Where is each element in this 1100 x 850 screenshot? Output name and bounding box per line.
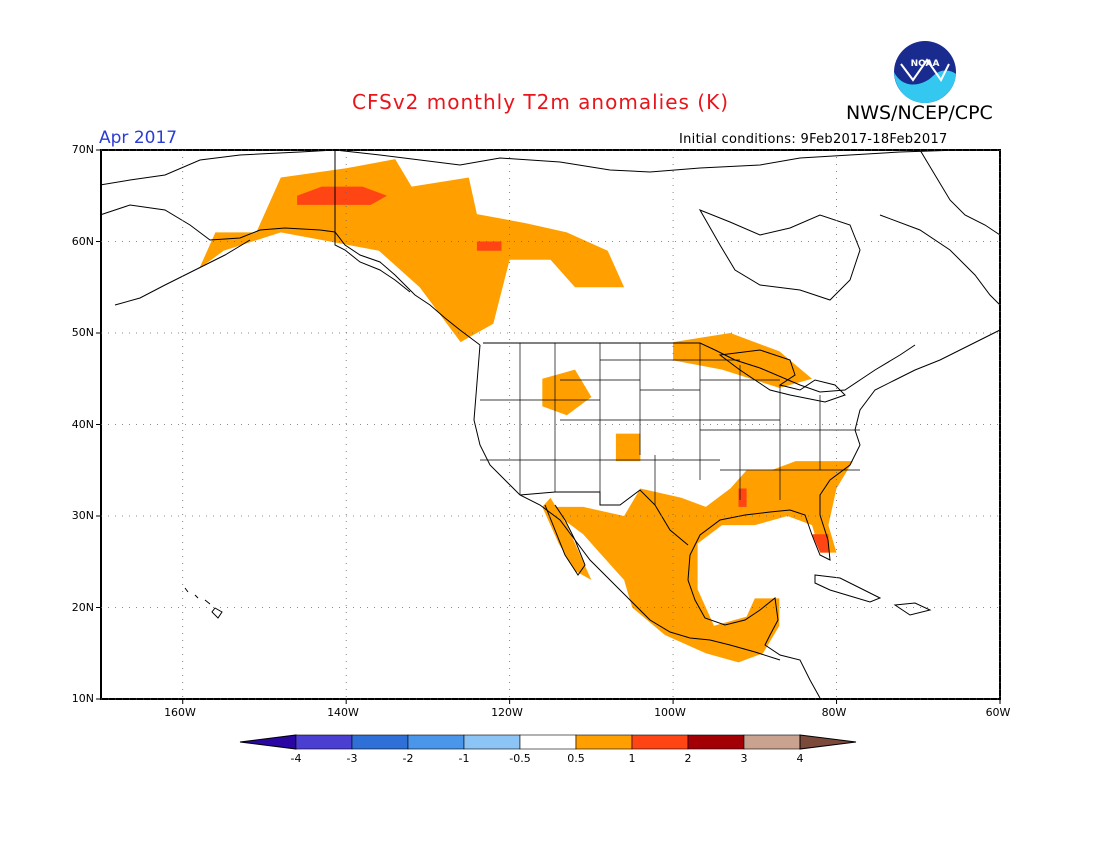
axis-ticks bbox=[96, 149, 1001, 704]
lat-label-60n: 60N bbox=[71, 235, 94, 248]
lon-label-120w: 120W bbox=[491, 706, 523, 719]
anomaly-region-5 bbox=[542, 497, 592, 580]
us-canada-border bbox=[483, 342, 916, 393]
arctic-coast bbox=[334, 149, 961, 173]
cuba bbox=[814, 574, 882, 603]
colorbar-swatch bbox=[687, 734, 745, 750]
anomaly-region-8 bbox=[812, 534, 829, 553]
alaska-canada-border bbox=[334, 150, 411, 293]
lat-label-40n: 40N bbox=[71, 418, 94, 431]
logo-text: NOAA bbox=[911, 59, 940, 69]
alaska-peninsula bbox=[114, 239, 251, 306]
alaska-coast bbox=[99, 204, 481, 346]
hawaii bbox=[184, 587, 223, 619]
colorbar-swatch bbox=[575, 734, 633, 750]
lat-label-10n: 10N bbox=[71, 692, 94, 705]
lon-label-140w: 140W bbox=[327, 706, 359, 719]
lon-label-60w: 60W bbox=[985, 706, 1011, 719]
lat-label-50n: 50N bbox=[71, 326, 94, 339]
colorbar-label: -3 bbox=[346, 752, 358, 765]
colorbar-label: 2 bbox=[684, 752, 692, 765]
greenland-coast bbox=[919, 149, 1001, 236]
map-title: CFSv2 monthly T2m anomalies (K) bbox=[352, 90, 729, 114]
us-mexico-border bbox=[519, 489, 689, 546]
colorbar-label: -2 bbox=[402, 752, 414, 765]
anomaly-region-2 bbox=[542, 369, 592, 416]
lat-label-30n: 30N bbox=[71, 509, 94, 522]
lon-label-80w: 80W bbox=[821, 706, 847, 719]
colorbar-swatch bbox=[351, 734, 409, 750]
lat-label-70n: 70N bbox=[71, 143, 94, 156]
colorbar-label: 4 bbox=[796, 752, 804, 765]
colorbar-label: 0.5 bbox=[567, 752, 585, 765]
colorbar-max-arrow bbox=[799, 734, 857, 750]
hispaniola bbox=[893, 602, 932, 616]
graticule bbox=[101, 149, 1001, 700]
anomaly-region-9 bbox=[738, 488, 747, 507]
lon-label-100w: 100W bbox=[654, 706, 686, 719]
east-coast bbox=[687, 329, 1001, 699]
agency-label: NWS/NCEP/CPC bbox=[846, 102, 993, 124]
lat-label-20n: 20N bbox=[71, 601, 94, 614]
colorbar-label: -1 bbox=[458, 752, 470, 765]
colorbar-label: -4 bbox=[290, 752, 302, 765]
anomaly-region-6 bbox=[297, 186, 387, 205]
colorbar-swatch bbox=[631, 734, 689, 750]
lon-label-160w: 160W bbox=[164, 706, 196, 719]
initial-conditions: Initial conditions: 9Feb2017-18Feb2017 bbox=[679, 132, 948, 147]
colorbar-swatch bbox=[519, 734, 577, 750]
forecast-month: Apr 2017 bbox=[99, 128, 178, 148]
colorbar-swatch bbox=[743, 734, 801, 750]
anomaly-region-3 bbox=[615, 433, 641, 462]
colorbar-swatch bbox=[463, 734, 521, 750]
colorbar-label: -0.5 bbox=[509, 752, 531, 765]
colorbar-swatch bbox=[407, 734, 465, 750]
alaska-north-coast bbox=[99, 149, 336, 186]
colorbar-swatch bbox=[295, 734, 353, 750]
colorbar-label: 1 bbox=[628, 752, 636, 765]
state-borders bbox=[480, 343, 860, 505]
hudson-bay bbox=[698, 209, 861, 301]
labrador-coast bbox=[879, 214, 1001, 306]
colorbar-min-arrow bbox=[239, 734, 297, 750]
colorbar-label: 3 bbox=[740, 752, 748, 765]
baja-california bbox=[544, 504, 586, 576]
coastlines bbox=[99, 149, 1001, 699]
anomaly-region-7 bbox=[476, 241, 502, 251]
noaa-logo-icon: NOAA bbox=[894, 41, 956, 103]
